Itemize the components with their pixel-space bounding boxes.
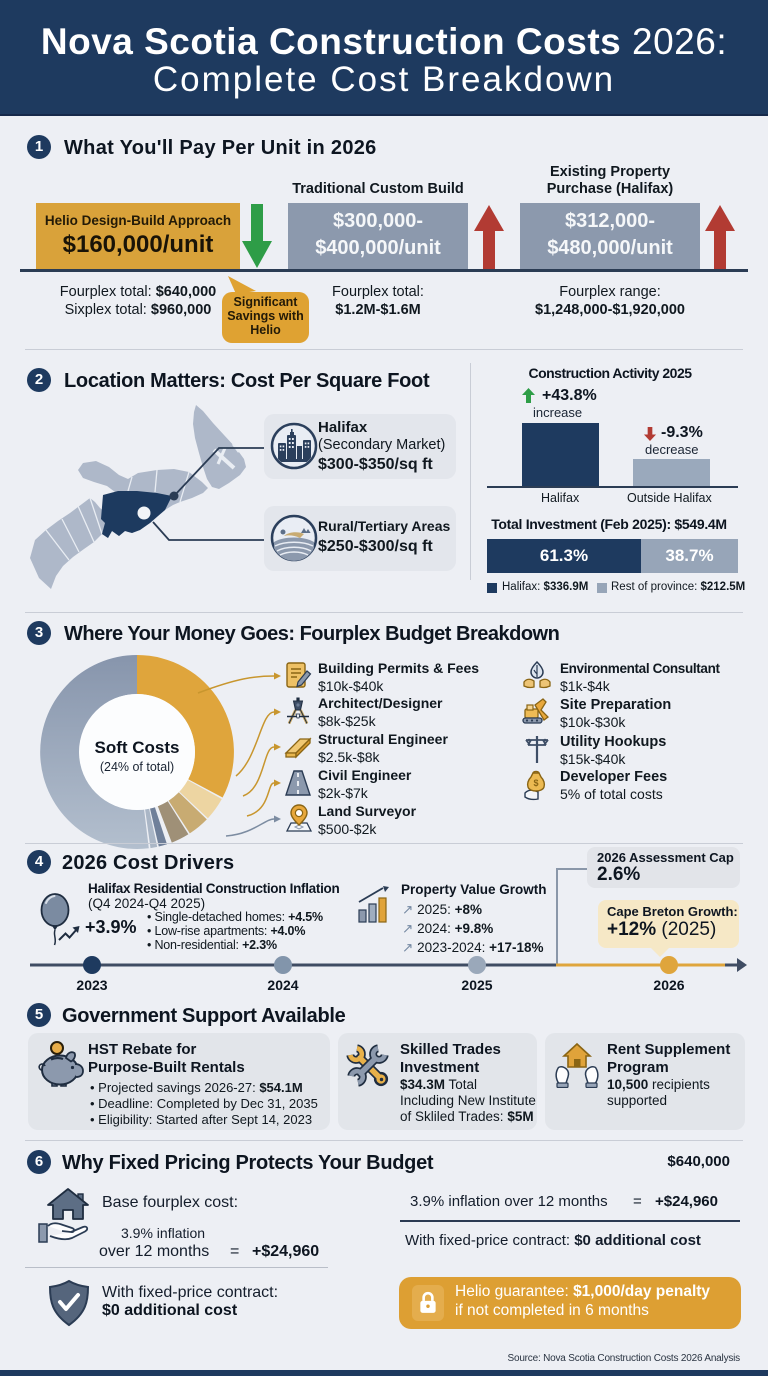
svg-text:$: $ <box>533 778 538 788</box>
